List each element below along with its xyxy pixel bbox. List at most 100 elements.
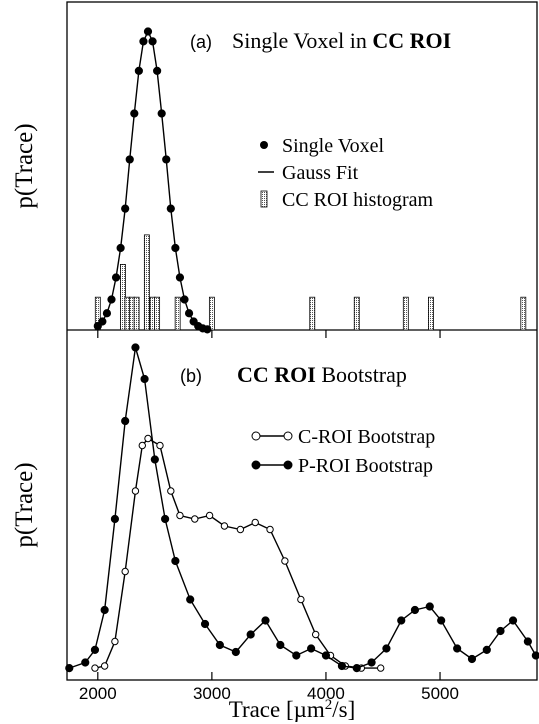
data-point: [311, 630, 320, 639]
data-point: [292, 651, 301, 660]
x-label-run: Trace [µm: [229, 697, 325, 722]
panel-label: (b): [180, 366, 202, 386]
title-run: Bootstrap: [316, 362, 407, 387]
histogram-bar: [402, 296, 409, 331]
legend-symbol: [260, 141, 268, 149]
chart-title: CC ROI Bootstrap: [237, 362, 407, 387]
y-axis-label: p(Trace): [11, 123, 38, 208]
data-point: [220, 522, 229, 530]
data-point: [100, 605, 109, 615]
data-point: [91, 664, 99, 672]
data-point: [121, 416, 130, 426]
x-label-run: 2: [325, 697, 333, 713]
data-point: [377, 664, 385, 672]
data-point: [261, 616, 270, 625]
data-point: [523, 637, 532, 646]
legend-label: CC ROI histogram: [282, 189, 434, 211]
data-point: [100, 662, 109, 670]
data-point: [307, 644, 316, 653]
histogram-bar: [353, 296, 360, 331]
data-point: [508, 616, 518, 625]
data-point: [281, 557, 289, 565]
legend-symbol: [283, 460, 293, 470]
histogram-bar: [309, 296, 316, 331]
data-point: [131, 343, 140, 352]
x-tick-label: 3000: [193, 684, 231, 703]
data-point: [171, 556, 180, 566]
data-point: [496, 626, 505, 636]
data-point: [191, 515, 199, 523]
data-point: [176, 511, 184, 520]
title-run: Single Voxel in: [232, 28, 372, 53]
histogram-bar: [208, 296, 215, 331]
data-point: [121, 567, 129, 576]
histogram-bar: [428, 296, 434, 331]
legend-label: P-ROI Bootstrap: [298, 455, 433, 477]
data-point: [397, 616, 406, 625]
data-point: [425, 602, 434, 611]
data-point: [276, 640, 285, 650]
data-point: [337, 661, 347, 671]
x-label-run: /s]: [332, 697, 355, 722]
data-point: [531, 651, 539, 660]
data-point: [437, 616, 446, 625]
histogram-bar: [174, 296, 181, 331]
data-line: [69, 347, 537, 669]
data-point: [215, 640, 224, 650]
data-point: [382, 644, 391, 653]
y-axis-label: p(Trace): [11, 462, 38, 547]
data-point: [205, 511, 214, 520]
histogram-bar: [143, 234, 150, 331]
data-point: [467, 654, 477, 664]
x-tick-label: 4000: [307, 684, 345, 703]
data-point: [352, 664, 361, 673]
data-point: [321, 651, 331, 660]
data-point: [150, 455, 159, 464]
histogram-bar: [133, 296, 140, 331]
data-line: [97, 29, 208, 331]
legend-label: Gauss Fit: [282, 162, 359, 184]
legend-symbol: [260, 190, 268, 208]
data-point: [246, 630, 255, 639]
data-point: [367, 658, 376, 667]
x-tick-label: 5000: [421, 684, 459, 703]
data-point: [231, 647, 240, 657]
data-point: [144, 434, 152, 443]
plot-frame: [66, 1, 538, 681]
title-run: CC ROI: [237, 362, 316, 387]
chart-title: Single Voxel in CC ROI: [232, 28, 451, 53]
data-point: [297, 595, 305, 604]
data-point: [110, 514, 120, 524]
histogram-bar: [520, 296, 527, 331]
legend-symbol: [251, 460, 261, 470]
x-axis-label: Trace [µm2/s]: [229, 697, 356, 722]
data-point: [111, 637, 119, 646]
legend-symbol: [283, 431, 293, 441]
data-point: [65, 664, 74, 673]
data-point: [410, 605, 420, 615]
data-point: [236, 525, 245, 534]
legend-symbol: [251, 431, 261, 441]
data-point: [186, 595, 195, 604]
title-run: CC ROI: [372, 28, 451, 53]
data-point: [167, 487, 175, 495]
data-point: [131, 487, 140, 495]
legend-label: Single Voxel: [282, 135, 384, 157]
data-point: [482, 645, 491, 655]
data-point: [266, 525, 274, 534]
data-point: [251, 518, 259, 527]
data-point: [156, 441, 164, 450]
data-point: [161, 514, 170, 524]
legend-label: C-ROI Bootstrap: [298, 426, 435, 448]
data-point: [138, 441, 146, 450]
data-point: [90, 645, 100, 655]
data-point: [81, 658, 90, 667]
histogram-bar: [154, 296, 161, 331]
data-point: [200, 619, 210, 629]
data-point: [453, 644, 462, 653]
panel-label: (a): [190, 32, 212, 52]
x-tick-label: 2000: [79, 684, 117, 703]
data-point: [140, 374, 149, 384]
